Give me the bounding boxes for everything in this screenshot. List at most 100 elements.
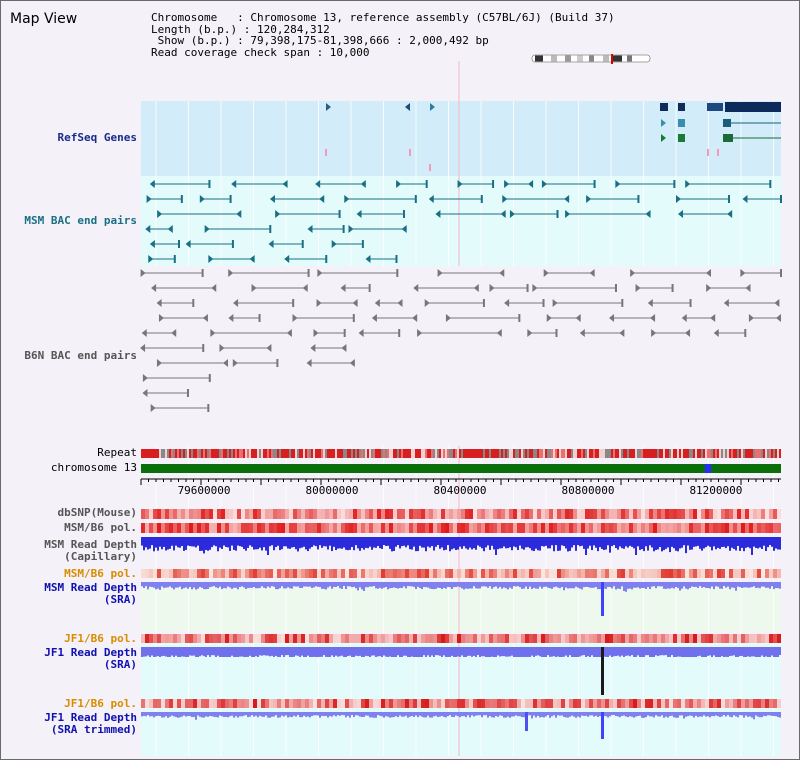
depth-bar [217,537,219,552]
depth-bar [431,647,433,656]
depth-bar [479,712,481,716]
depth-bar [549,647,551,657]
heat-cell [673,509,677,519]
depth-bar [637,582,639,588]
depth-bar [431,537,433,547]
heat-cell [437,509,441,519]
heat-cell [485,569,489,578]
depth-bar [161,647,163,657]
b6n-bac-label: B6N BAC end pairs [24,349,137,362]
depth-bar [627,647,629,656]
heat-cell [261,699,265,708]
depth-bar [195,712,197,720]
repeat-segment [517,449,519,458]
depth-bar [435,712,437,716]
heat-cell [493,569,497,578]
heat-cell [165,699,169,708]
depth-bar [459,647,461,657]
depth-bar [451,537,453,550]
heat-cell [777,523,781,533]
depth-bar [653,712,655,718]
heat-cell [681,569,685,578]
chromosome-ideogram[interactable] [531,54,651,64]
depth-bar [249,647,251,656]
heat-cell [493,634,497,643]
depth-bar [401,537,403,547]
heat-cell [633,699,637,708]
depth-bar [489,647,491,657]
depth-bar [377,537,379,547]
heat-cell [729,523,733,533]
heat-cell [265,634,269,643]
heat-cell [201,699,205,708]
heat-cell [161,569,165,578]
depth-bar [425,647,427,657]
depth-bar [665,712,667,717]
repeat-segment [711,449,713,458]
repeat-segment [407,449,409,458]
depth-bar [653,537,655,552]
repeat-segment [329,449,331,458]
bac-end [542,299,545,307]
depth-bar [243,537,245,549]
depth-bar [205,647,207,657]
depth-bar [735,537,737,551]
depth-bar [745,647,747,657]
heat-cell [581,634,585,643]
depth-bar [261,537,263,551]
feature-arrow [552,299,558,307]
repeat-segment [273,449,275,458]
depth-bar [339,582,341,589]
depth-bar [611,712,613,716]
repeat-segment [315,449,317,458]
feature-arrow [149,180,155,188]
depth-bar [505,537,507,549]
depth-bar [305,647,307,657]
heat-cell [629,509,633,519]
heat-cell [229,699,233,708]
heat-cell [449,699,453,708]
heat-cell [545,569,549,578]
heat-cell [597,523,601,533]
depth-bar [535,582,537,589]
depth-bar [641,537,643,550]
repeat-segment [417,449,419,458]
repeat-segment [691,449,693,458]
depth-bar [143,537,145,551]
depth-bar [723,647,725,657]
depth-bar [617,647,619,656]
heat-cell [529,509,533,519]
repeat-segment [701,449,703,458]
jf1-track-bg [141,641,781,756]
feature-arrow [249,255,255,263]
repeat-segment [665,449,667,458]
heat-cell [337,634,341,643]
heat-cell [733,634,737,643]
repeat-segment [515,449,517,458]
heat-cell [753,509,757,519]
repeat-segment [471,449,473,458]
depth-bar [323,537,325,547]
repeat-segment [395,449,397,458]
heat-cell [673,699,677,708]
heat-cell [641,569,645,578]
depth-bar [767,537,769,548]
heat-cell [185,699,189,708]
depth-bar [165,537,167,551]
depth-bar [171,537,173,546]
heat-cell [265,569,269,578]
heat-cell [737,523,741,533]
repeat-segment [559,449,561,458]
heat-cell [193,509,197,519]
heat-cell [637,509,641,519]
depth-bar [681,647,683,657]
heat-cell [197,634,201,643]
depth-bar [229,647,231,657]
depth-bar [673,582,675,589]
depth-bar [565,582,567,588]
depth-bar [741,712,743,716]
feature-arrow [210,329,216,337]
depth-bar [287,712,289,718]
depth-bar [649,712,651,717]
